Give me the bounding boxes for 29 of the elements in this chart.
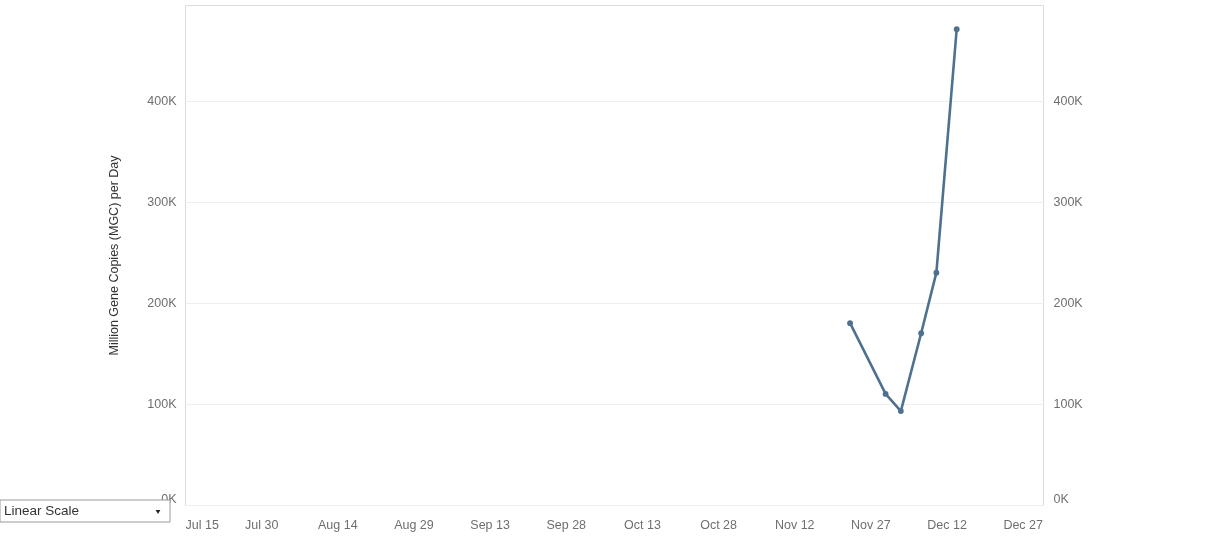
y-tick-label: 400K <box>147 94 178 109</box>
x-tick-label: Nov 27 <box>851 517 891 532</box>
x-tick-label: Nov 12 <box>774 517 815 532</box>
x-tick-label: Jul 30 <box>244 517 279 532</box>
point <box>953 26 960 33</box>
x-tick-label: Aug 14 <box>318 517 358 532</box>
y-tick-label: 200K <box>147 296 178 311</box>
y2-tick-label: 200K <box>1053 296 1084 311</box>
y2-tick-label: 300K <box>1053 195 1084 210</box>
y-tick-label: 300K <box>147 195 178 210</box>
x-tick-label: Dec 12 <box>927 517 967 532</box>
x-tick-label: Dec 27 <box>1003 517 1044 532</box>
x-tick-label: Sep 13 <box>470 517 510 532</box>
x-tick-label: Sep 28 <box>546 517 587 532</box>
point <box>918 330 925 337</box>
y2-tick-label: 100K <box>1053 397 1084 412</box>
x-tick-label: Jul 15 <box>185 517 219 532</box>
x-tick-label: Aug 29 <box>394 517 434 532</box>
y-axis-title: Million Gene Copies (MGC) per Day <box>106 154 121 356</box>
y-tick-label: 100K <box>147 397 178 412</box>
text: Linear Scale <box>4 503 80 518</box>
point <box>933 269 940 276</box>
x-tick-label: Oct 13 <box>624 517 661 532</box>
x-tick-label: Oct 28 <box>700 517 738 532</box>
y2-tick-label: 0K <box>1053 491 1070 506</box>
point <box>847 320 853 327</box>
point <box>897 408 904 414</box>
point <box>882 390 889 397</box>
y2-tick-label: 400K <box>1053 94 1084 109</box>
